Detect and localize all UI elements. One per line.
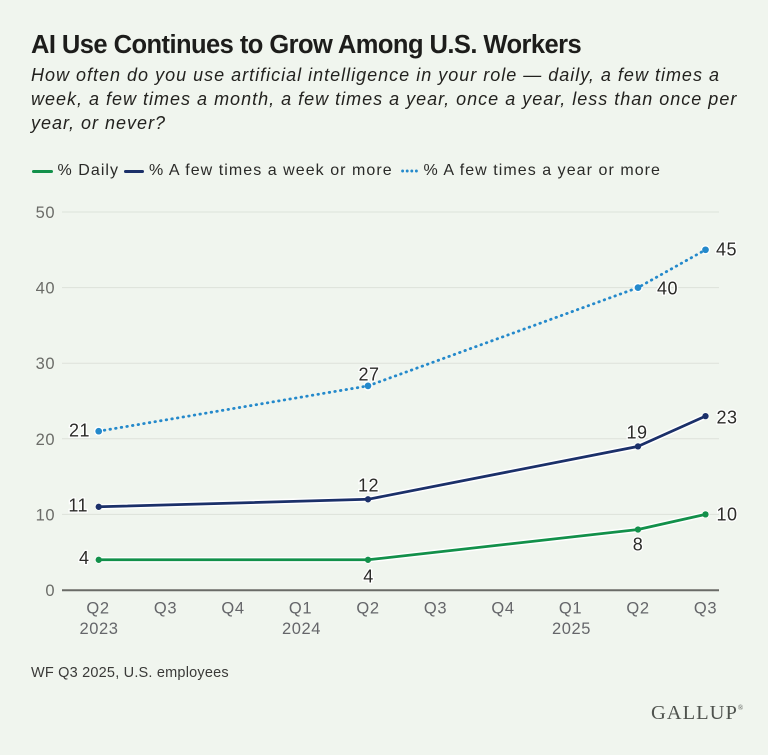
svg-text:20: 20 xyxy=(36,431,55,449)
svg-text:40: 40 xyxy=(657,279,678,299)
svg-text:Q2: Q2 xyxy=(86,600,109,618)
svg-text:Q4: Q4 xyxy=(221,600,244,618)
svg-text:Q3: Q3 xyxy=(424,600,447,618)
svg-text:Q2: Q2 xyxy=(356,600,379,618)
svg-text:50: 50 xyxy=(36,204,55,222)
svg-text:Q3: Q3 xyxy=(694,600,717,618)
svg-text:21: 21 xyxy=(69,421,90,441)
svg-text:Q2: Q2 xyxy=(626,600,649,618)
svg-text:45: 45 xyxy=(716,240,737,260)
svg-text:4: 4 xyxy=(79,548,90,568)
svg-text:27: 27 xyxy=(358,365,379,385)
svg-text:12: 12 xyxy=(358,476,379,496)
svg-text:8: 8 xyxy=(633,535,644,555)
svg-text:11: 11 xyxy=(68,496,88,516)
svg-text:10: 10 xyxy=(36,506,55,524)
svg-text:2023: 2023 xyxy=(79,620,118,638)
svg-text:30: 30 xyxy=(36,355,55,373)
svg-text:2024: 2024 xyxy=(282,620,321,638)
svg-text:0: 0 xyxy=(45,582,55,600)
svg-text:Q1: Q1 xyxy=(289,600,312,618)
svg-text:Q4: Q4 xyxy=(491,600,514,618)
svg-text:4: 4 xyxy=(363,566,374,586)
svg-text:19: 19 xyxy=(626,423,647,443)
svg-text:2025: 2025 xyxy=(552,620,591,638)
svg-text:Q3: Q3 xyxy=(154,600,177,618)
svg-text:23: 23 xyxy=(717,408,738,428)
svg-text:10: 10 xyxy=(717,504,738,524)
svg-text:40: 40 xyxy=(36,280,55,298)
svg-text:Q1: Q1 xyxy=(559,600,582,618)
